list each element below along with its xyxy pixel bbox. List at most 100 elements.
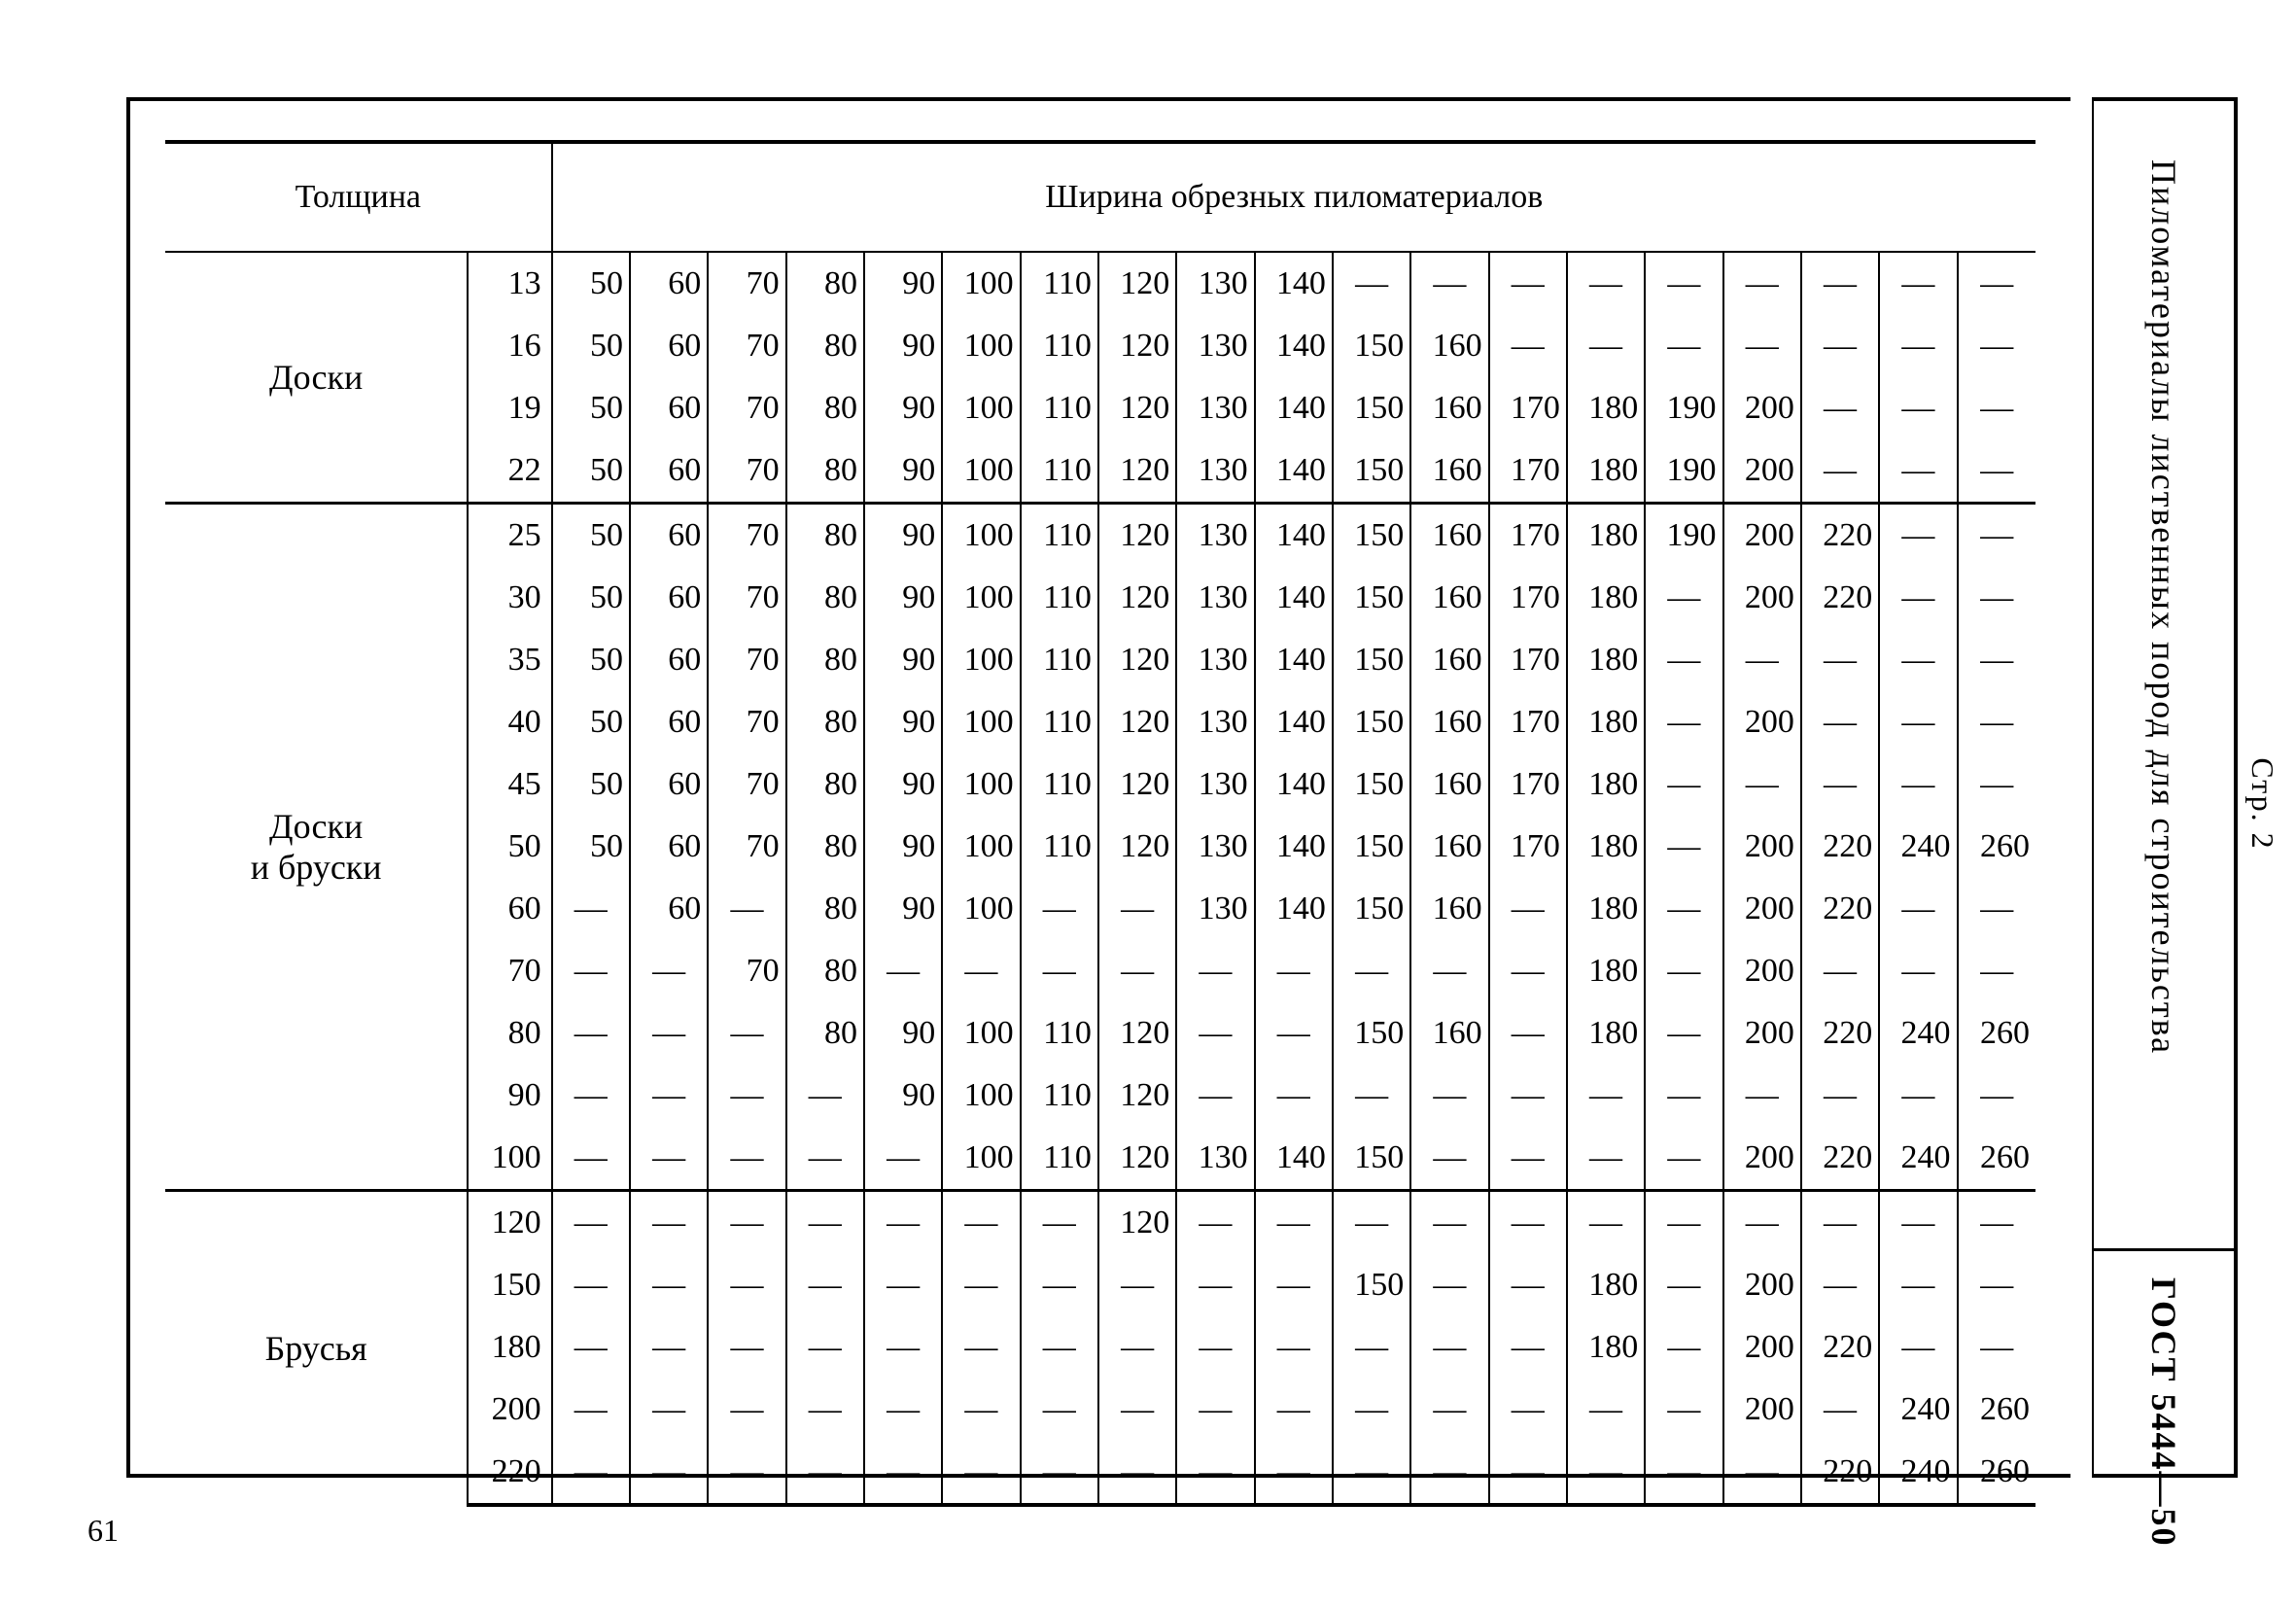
table-cell: 100 <box>942 691 1020 753</box>
table-cell: — <box>1801 753 1879 816</box>
table-cell: — <box>1879 1316 1957 1379</box>
table-cell: 110 <box>1021 252 1098 315</box>
table-cell: — <box>1723 252 1801 315</box>
table-cell: — <box>942 1379 1020 1441</box>
table-cell: 200 <box>1723 1379 1801 1441</box>
table-cell: — <box>1410 1127 1488 1191</box>
table-cell: 180 <box>1567 753 1645 816</box>
table-cell: — <box>708 878 785 940</box>
table-cell: 130 <box>1176 629 1254 691</box>
table-cell: 160 <box>1410 567 1488 629</box>
table-cell: 70 <box>708 816 785 878</box>
table-cell: — <box>630 1379 708 1441</box>
table-cell: — <box>1489 940 1567 1002</box>
table-cell: — <box>708 1191 785 1255</box>
table-cell: — <box>1021 1254 1098 1316</box>
table-cell: — <box>1176 940 1254 1002</box>
table-cell: 130 <box>1176 252 1254 315</box>
table-cell: — <box>708 1379 785 1441</box>
table-cell: 180 <box>1567 629 1645 691</box>
table-cell: 130 <box>1176 504 1254 568</box>
table-cell: 120 <box>1098 377 1176 439</box>
table-cell: 90 <box>864 1065 942 1127</box>
table-cell: — <box>630 1254 708 1316</box>
table-cell: 80 <box>786 439 864 504</box>
table-cell: 180 <box>1567 691 1645 753</box>
table-cell: — <box>1489 1441 1567 1505</box>
table-cell: — <box>1489 1065 1567 1127</box>
table-cell: — <box>942 940 1020 1002</box>
table-cell: — <box>1489 1191 1567 1255</box>
table-cell: — <box>1333 1441 1410 1505</box>
table-cell: — <box>1021 1191 1098 1255</box>
lumber-dimensions-table: Толщина Ширина обрезных пиломатериалов Д… <box>165 140 2035 1507</box>
table-cell: 60 <box>630 567 708 629</box>
table-cell: 70 <box>708 504 785 568</box>
table-cell: — <box>1098 1379 1176 1441</box>
section-label: Доскии бруски <box>165 504 468 1191</box>
table-cell: 200 <box>1723 504 1801 568</box>
table-cell: 100 <box>942 816 1020 878</box>
table-cell: — <box>1879 1191 1957 1255</box>
table-cell: 150 <box>1333 504 1410 568</box>
table-cell: — <box>1567 252 1645 315</box>
table-cell: 90 <box>864 377 942 439</box>
table-cell: — <box>1567 1379 1645 1441</box>
table-cell: 70 <box>708 940 785 1002</box>
table-cell: — <box>1645 691 1722 753</box>
table-cell: — <box>1723 1191 1801 1255</box>
table-cell: 110 <box>1021 1065 1098 1127</box>
table-cell: 180 <box>1567 567 1645 629</box>
table-cell: 180 <box>1567 439 1645 504</box>
table-cell: — <box>1801 1065 1879 1127</box>
table-cell: — <box>1723 1065 1801 1127</box>
table-cell: — <box>1958 691 2035 753</box>
table-cell: — <box>1489 1316 1567 1379</box>
table-cell: 150 <box>1333 315 1410 377</box>
table-cell: — <box>1333 940 1410 1002</box>
table-cell: — <box>1255 1065 1333 1127</box>
table-cell: 100 <box>942 1065 1020 1127</box>
table-cell: 90 <box>864 816 942 878</box>
table-cell: 220 <box>1801 878 1879 940</box>
table-cell: — <box>1879 878 1957 940</box>
thickness-cell: 45 <box>468 753 551 816</box>
table-cell: — <box>942 1254 1020 1316</box>
page-number-right: Стр. 2 <box>2244 757 2280 850</box>
table-cell: 90 <box>864 1002 942 1065</box>
table-cell: — <box>1645 1065 1722 1127</box>
table-cell: — <box>552 878 630 940</box>
table-cell: — <box>1958 1065 2035 1127</box>
table-cell: — <box>1645 940 1722 1002</box>
table-cell: — <box>1801 252 1879 315</box>
thickness-cell: 90 <box>468 1065 551 1127</box>
table-cell: — <box>864 1441 942 1505</box>
side-label-frame: Пиломатериалы лиственных пород для строи… <box>2092 97 2238 1478</box>
table-cell: 120 <box>1098 816 1176 878</box>
table-cell: — <box>1489 1127 1567 1191</box>
table-cell: 70 <box>708 377 785 439</box>
table-cell: — <box>864 1254 942 1316</box>
table-cell: 150 <box>1333 1127 1410 1191</box>
section-label: Брусья <box>165 1191 468 1506</box>
table-cell: 130 <box>1176 878 1254 940</box>
table-cell: 50 <box>552 377 630 439</box>
thickness-cell: 22 <box>468 439 551 504</box>
table-cell: 110 <box>1021 504 1098 568</box>
table-cell: 140 <box>1255 691 1333 753</box>
table-cell: — <box>942 1316 1020 1379</box>
table-cell: — <box>552 1002 630 1065</box>
table-cell: 200 <box>1723 691 1801 753</box>
table-cell: 130 <box>1176 377 1254 439</box>
thickness-cell: 19 <box>468 377 551 439</box>
table-cell: 140 <box>1255 504 1333 568</box>
table-cell: — <box>1879 315 1957 377</box>
table-cell: 120 <box>1098 252 1176 315</box>
table-cell: 100 <box>942 1002 1020 1065</box>
table-cell: 100 <box>942 629 1020 691</box>
table-cell: 70 <box>708 439 785 504</box>
table-cell: — <box>1410 1379 1488 1441</box>
table-cell: — <box>630 1191 708 1255</box>
table-cell: — <box>1645 1379 1722 1441</box>
table-cell: — <box>630 1127 708 1191</box>
